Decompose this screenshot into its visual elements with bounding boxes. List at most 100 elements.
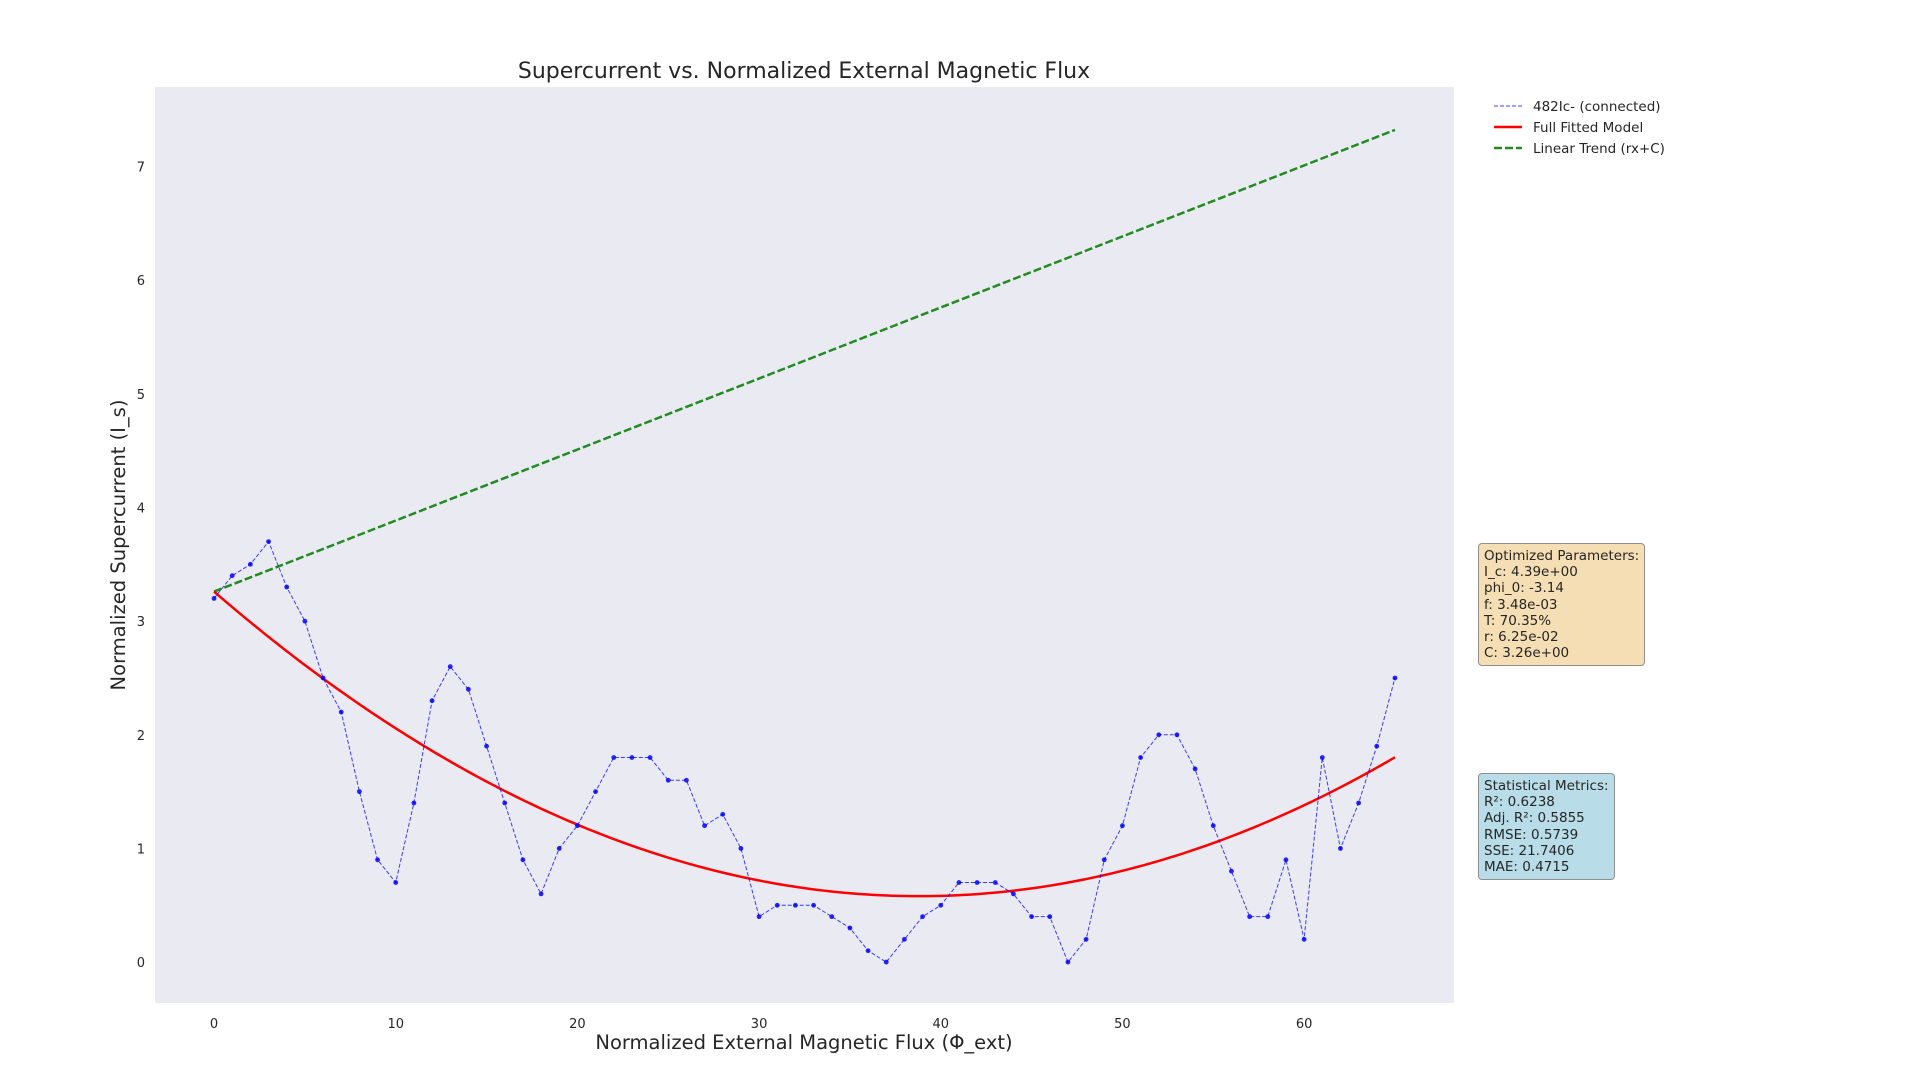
data-point (375, 857, 380, 863)
data-point (229, 573, 235, 579)
data-point (629, 755, 635, 760)
param-f: f: 3.48e-03 (1484, 596, 1558, 613)
y-tick-label: 2 (137, 729, 145, 744)
data-point (920, 914, 925, 920)
metric-rmse: RMSE: 0.5739 (1484, 826, 1579, 843)
data-point (811, 902, 816, 908)
data-point (302, 618, 308, 624)
data-point (684, 777, 689, 783)
data-point (502, 800, 508, 806)
data-point (538, 891, 544, 897)
data-point (556, 846, 562, 851)
y-tick-label: 7 (137, 161, 145, 176)
metric-adj-r2: Adj. R²: 0.5855 (1484, 810, 1585, 827)
data-point (1283, 857, 1289, 863)
data-point (1083, 936, 1089, 942)
data-point (1319, 755, 1325, 760)
data-point (1029, 914, 1034, 920)
x-tick-label: 60 (1296, 1017, 1313, 1032)
data-point (1047, 914, 1053, 920)
data-point (1138, 755, 1144, 760)
data-point (284, 584, 290, 590)
data-point (1356, 800, 1362, 806)
param-ic: I_c: 4.39e+00 (1484, 564, 1578, 581)
statistical-metrics-box: Statistical Metrics: R²: 0.6238 Adj. R²:… (1478, 773, 1615, 881)
optimized-parameters-box: Optimized Parameters: I_c: 4.39e+00 phi_… (1478, 543, 1645, 667)
data-point (429, 698, 435, 704)
data-point (829, 914, 835, 920)
data-point (774, 902, 780, 908)
legend-label-measured: 482Ic- (connected) (1533, 99, 1661, 115)
data-point (974, 880, 980, 885)
data-point (1229, 868, 1234, 874)
data-point (902, 936, 907, 942)
data-point (938, 902, 944, 908)
y-axis-title: Normalized Supercurrent (I_s) (107, 400, 130, 691)
param-c: C: 3.26e+00 (1484, 645, 1570, 662)
data-point (1210, 823, 1216, 829)
legend: 482Ic- (connected) Full Fitted Model Lin… (1494, 99, 1665, 157)
data-point (1247, 914, 1253, 920)
data-point (992, 880, 998, 885)
data-point (1101, 857, 1107, 863)
y-tick-label: 0 (137, 956, 145, 971)
data-point (338, 709, 344, 715)
data-point (847, 925, 853, 931)
y-tick-label: 1 (137, 842, 145, 857)
data-point (956, 880, 962, 885)
data-point (266, 539, 271, 544)
metric-r2: R²: 0.6238 (1484, 794, 1555, 811)
x-tick-label: 10 (387, 1017, 404, 1032)
legend-label-fit: Full Fitted Model (1533, 120, 1643, 136)
data-point (1156, 732, 1162, 738)
data-point (883, 959, 889, 965)
data-point (865, 948, 871, 954)
series-line-fitted-model (213, 590, 1396, 898)
data-point (720, 811, 726, 817)
param-phi0: phi_0: -3.14 (1484, 580, 1564, 597)
data-point (647, 755, 653, 760)
data-point (1338, 846, 1343, 851)
data-point (1392, 675, 1398, 681)
y-tick-label: 3 (137, 615, 145, 630)
y-tick-label: 4 (137, 501, 145, 516)
x-tick-label: 40 (932, 1017, 949, 1032)
data-point (247, 561, 253, 567)
data-point (411, 800, 417, 806)
y-tick-label: 6 (137, 274, 145, 289)
data-point (484, 743, 489, 749)
x-tick-label: 50 (1114, 1017, 1131, 1032)
data-point (665, 777, 671, 783)
data-point (356, 789, 362, 795)
data-point (1120, 823, 1125, 829)
chart-title: Supercurrent vs. Normalized External Mag… (518, 59, 1090, 84)
data-point (1192, 766, 1198, 772)
data-point (465, 686, 471, 692)
data-point (793, 902, 798, 908)
data-point (738, 846, 744, 851)
data-point (1374, 743, 1380, 749)
legend-label-linear: Linear Trend (rx+C) (1533, 141, 1665, 157)
data-point (520, 857, 526, 863)
data-point (393, 880, 399, 885)
data-point (1265, 914, 1271, 920)
plot-area (155, 87, 1454, 1003)
x-tick-label: 20 (569, 1017, 586, 1032)
data-point (756, 914, 762, 920)
param-r: r: 6.25e-02 (1484, 629, 1559, 646)
data-point (447, 664, 453, 670)
data-point (575, 823, 580, 829)
metric-sse: SSE: 21.7406 (1484, 842, 1575, 859)
params-box-title: Optimized Parameters: (1484, 548, 1640, 564)
series-line-linear-trend (213, 128, 1396, 593)
series-line-measured (213, 540, 1396, 964)
metrics-box-title: Statistical Metrics: (1484, 778, 1609, 794)
data-point (702, 823, 707, 829)
y-tick-label: 5 (137, 388, 145, 403)
x-tick-label: 30 (751, 1017, 768, 1032)
data-point (1174, 732, 1180, 738)
data-point (211, 596, 217, 601)
data-point (1065, 959, 1071, 965)
data-point (1011, 891, 1016, 897)
